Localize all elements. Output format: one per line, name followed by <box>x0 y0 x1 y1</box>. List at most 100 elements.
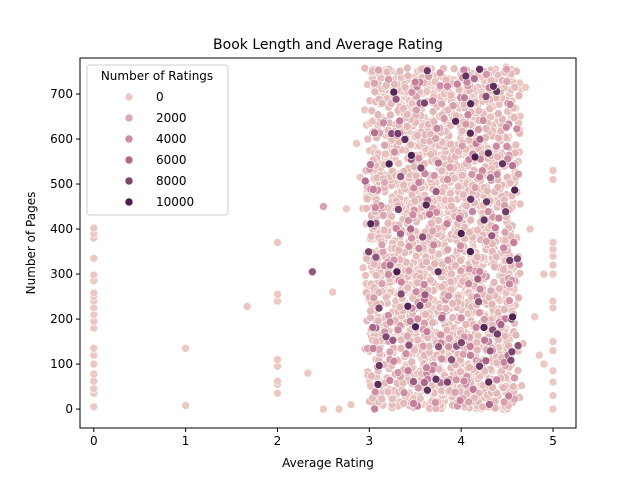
data-point <box>503 154 513 164</box>
data-point <box>382 67 392 77</box>
data-point <box>480 335 489 345</box>
data-point <box>406 140 416 150</box>
data-point <box>396 289 406 299</box>
data-point <box>465 342 475 351</box>
data-point <box>393 368 403 377</box>
data-point <box>466 247 475 256</box>
data-point <box>392 267 402 277</box>
data-point <box>512 124 522 134</box>
data-point <box>366 232 376 241</box>
data-point <box>399 388 409 398</box>
data-point <box>420 290 430 300</box>
data-point <box>374 287 384 297</box>
data-point <box>548 175 558 184</box>
data-point <box>470 183 480 192</box>
data-point <box>418 232 428 242</box>
data-point <box>437 99 447 109</box>
data-point <box>442 219 452 229</box>
data-point <box>539 359 549 369</box>
data-point <box>517 381 526 390</box>
x-tick-label: 4 <box>457 434 465 448</box>
data-point <box>437 313 447 323</box>
data-point <box>461 71 471 81</box>
data-point <box>368 344 378 353</box>
chart-title: Book Length and Average Rating <box>213 37 443 53</box>
data-point <box>548 260 558 270</box>
data-point <box>367 106 377 116</box>
data-point <box>481 92 491 101</box>
legend-marker <box>124 92 134 102</box>
data-point <box>449 64 459 73</box>
data-point <box>380 178 389 187</box>
plot-frame <box>79 57 577 429</box>
data-point <box>487 299 497 309</box>
data-point <box>505 256 515 265</box>
data-point <box>548 238 558 247</box>
data-point <box>319 202 328 211</box>
data-point <box>370 387 380 397</box>
data-point <box>390 147 399 157</box>
data-point <box>465 128 475 138</box>
data-point <box>495 284 504 293</box>
data-point <box>458 349 468 359</box>
data-point <box>368 185 378 194</box>
data-point <box>404 242 414 251</box>
data-point <box>452 79 462 89</box>
data-point <box>384 159 394 169</box>
data-point <box>499 397 509 407</box>
data-point <box>514 169 523 179</box>
data-point <box>506 355 516 365</box>
data-point <box>443 245 453 255</box>
legend-label: 8000 <box>156 174 187 188</box>
legend-label: 4000 <box>156 132 187 146</box>
data-point <box>428 96 437 106</box>
data-point <box>464 397 474 407</box>
data-point <box>378 118 388 128</box>
data-point <box>362 194 372 204</box>
data-point <box>429 171 439 180</box>
data-point <box>419 280 429 289</box>
data-point <box>451 261 460 270</box>
data-point <box>431 398 440 407</box>
data-point <box>378 247 388 257</box>
data-point <box>461 119 471 129</box>
data-point <box>455 396 465 405</box>
data-point <box>432 124 442 133</box>
y-tick-label: 200 <box>50 312 73 326</box>
data-point <box>437 354 447 364</box>
data-point <box>399 180 408 190</box>
data-point <box>509 238 519 247</box>
data-point <box>413 383 423 393</box>
data-point <box>457 126 467 136</box>
data-point <box>403 366 413 376</box>
data-point <box>474 106 484 116</box>
data-point <box>384 75 393 84</box>
data-point <box>89 376 99 386</box>
data-point <box>494 213 504 223</box>
data-point <box>370 87 380 97</box>
data-point <box>513 254 522 264</box>
data-point <box>486 286 496 296</box>
data-point <box>457 141 467 151</box>
data-point <box>373 316 383 326</box>
data-point <box>475 172 485 182</box>
data-point <box>472 345 482 355</box>
data-point <box>366 306 375 316</box>
data-point <box>548 404 558 414</box>
data-point <box>366 160 375 169</box>
data-point <box>448 313 457 322</box>
data-point <box>494 133 504 143</box>
data-point <box>530 312 540 322</box>
data-point <box>396 335 406 345</box>
data-point <box>377 240 387 250</box>
data-point <box>273 238 282 247</box>
data-point <box>481 124 491 133</box>
data-point <box>500 227 510 237</box>
data-point <box>510 185 520 195</box>
data-point <box>513 341 523 350</box>
data-point <box>456 367 465 377</box>
data-point <box>426 275 435 285</box>
data-point <box>431 134 441 143</box>
data-point <box>410 196 420 206</box>
data-point <box>370 128 379 138</box>
